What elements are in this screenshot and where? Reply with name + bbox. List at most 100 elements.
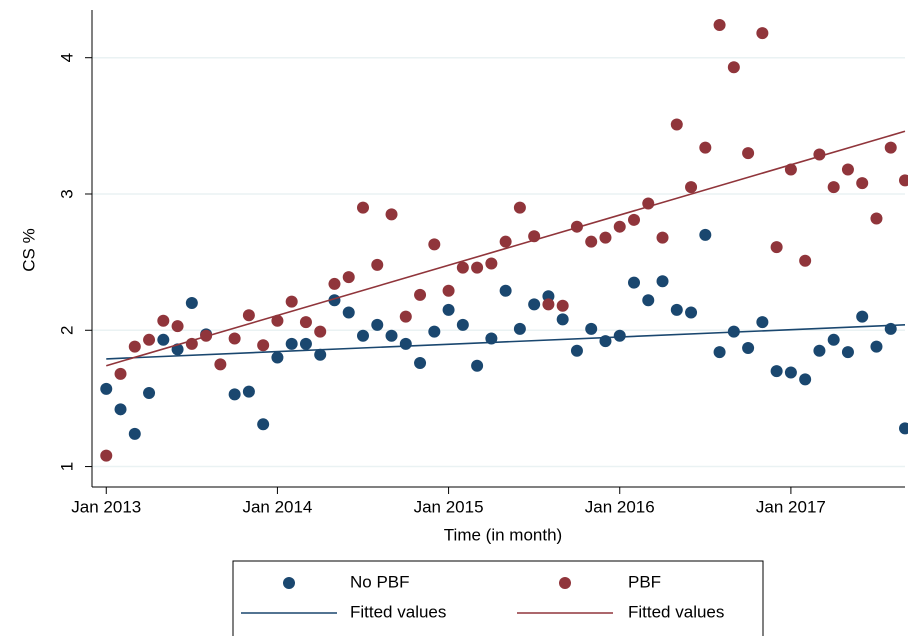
y-axis-label: CS % — [19, 228, 38, 271]
x-tick-label: Jan 2014 — [242, 497, 312, 516]
point — [399, 310, 412, 323]
point — [656, 275, 669, 288]
point — [414, 356, 427, 369]
point — [485, 332, 498, 345]
point — [314, 348, 327, 361]
x-tick-label: Jan 2015 — [414, 497, 484, 516]
fitted-line — [106, 130, 906, 367]
point — [770, 241, 783, 254]
point — [357, 329, 369, 342]
point — [157, 314, 170, 327]
point — [513, 322, 526, 335]
point — [442, 303, 455, 316]
point — [228, 332, 241, 345]
point — [613, 220, 626, 233]
point — [342, 271, 355, 284]
point — [414, 288, 427, 301]
point — [128, 427, 141, 440]
point — [642, 294, 655, 307]
point — [827, 181, 840, 194]
point — [841, 346, 854, 359]
point — [299, 316, 312, 329]
point — [899, 174, 908, 187]
x-tick-label: Jan 2016 — [585, 497, 655, 516]
point — [371, 258, 384, 271]
x-tick-label: Jan 2017 — [756, 497, 826, 516]
x-axis-label: Time (in month) — [444, 525, 562, 544]
point — [742, 341, 755, 354]
point — [428, 325, 441, 338]
y-tick-label: 4 — [57, 53, 76, 62]
point — [128, 340, 141, 353]
point — [585, 235, 598, 248]
point — [456, 261, 469, 274]
point — [656, 231, 669, 244]
point — [856, 177, 869, 190]
point — [143, 333, 156, 346]
point — [228, 388, 241, 401]
point — [670, 118, 683, 131]
point — [513, 201, 526, 214]
point — [100, 449, 113, 462]
y-tick-label: 1 — [57, 462, 76, 471]
point — [257, 339, 270, 352]
legend-marker — [283, 577, 295, 589]
point — [242, 385, 255, 398]
point — [770, 365, 783, 378]
point — [257, 418, 270, 431]
legend-label: Fitted values — [350, 602, 446, 621]
point — [599, 231, 612, 244]
point — [841, 163, 854, 176]
point — [328, 277, 341, 290]
point — [285, 337, 298, 350]
point — [242, 309, 255, 322]
point — [570, 344, 583, 357]
point — [799, 373, 812, 386]
point — [570, 220, 583, 233]
point — [185, 297, 198, 310]
point — [628, 276, 640, 289]
legend-marker — [559, 577, 571, 589]
point — [713, 18, 726, 31]
point — [485, 257, 498, 270]
point — [670, 303, 683, 316]
point — [813, 344, 826, 357]
point — [342, 306, 355, 319]
y-tick-label: 3 — [57, 189, 76, 198]
x-tick-label: Jan 2013 — [71, 497, 141, 516]
point — [314, 325, 327, 338]
point — [685, 181, 698, 194]
point — [699, 141, 712, 154]
point — [585, 322, 598, 335]
point — [827, 333, 840, 346]
point — [884, 141, 897, 154]
point — [856, 310, 869, 323]
legend-label: No PBF — [350, 572, 410, 591]
point — [471, 261, 484, 274]
point — [784, 366, 797, 379]
point — [613, 329, 626, 342]
point — [428, 238, 441, 251]
point — [157, 333, 170, 346]
point — [456, 318, 469, 331]
point — [899, 422, 908, 435]
point — [385, 208, 398, 221]
point — [371, 318, 384, 331]
point — [799, 254, 812, 267]
point — [285, 295, 298, 308]
point — [499, 284, 512, 297]
point — [542, 298, 555, 311]
point — [699, 228, 712, 241]
point — [357, 201, 369, 214]
point — [628, 213, 640, 226]
point — [870, 212, 883, 225]
point — [114, 403, 127, 416]
point — [143, 386, 156, 399]
point — [399, 337, 412, 350]
point — [100, 382, 113, 395]
point — [870, 340, 883, 353]
point — [214, 358, 227, 371]
point — [471, 359, 484, 372]
